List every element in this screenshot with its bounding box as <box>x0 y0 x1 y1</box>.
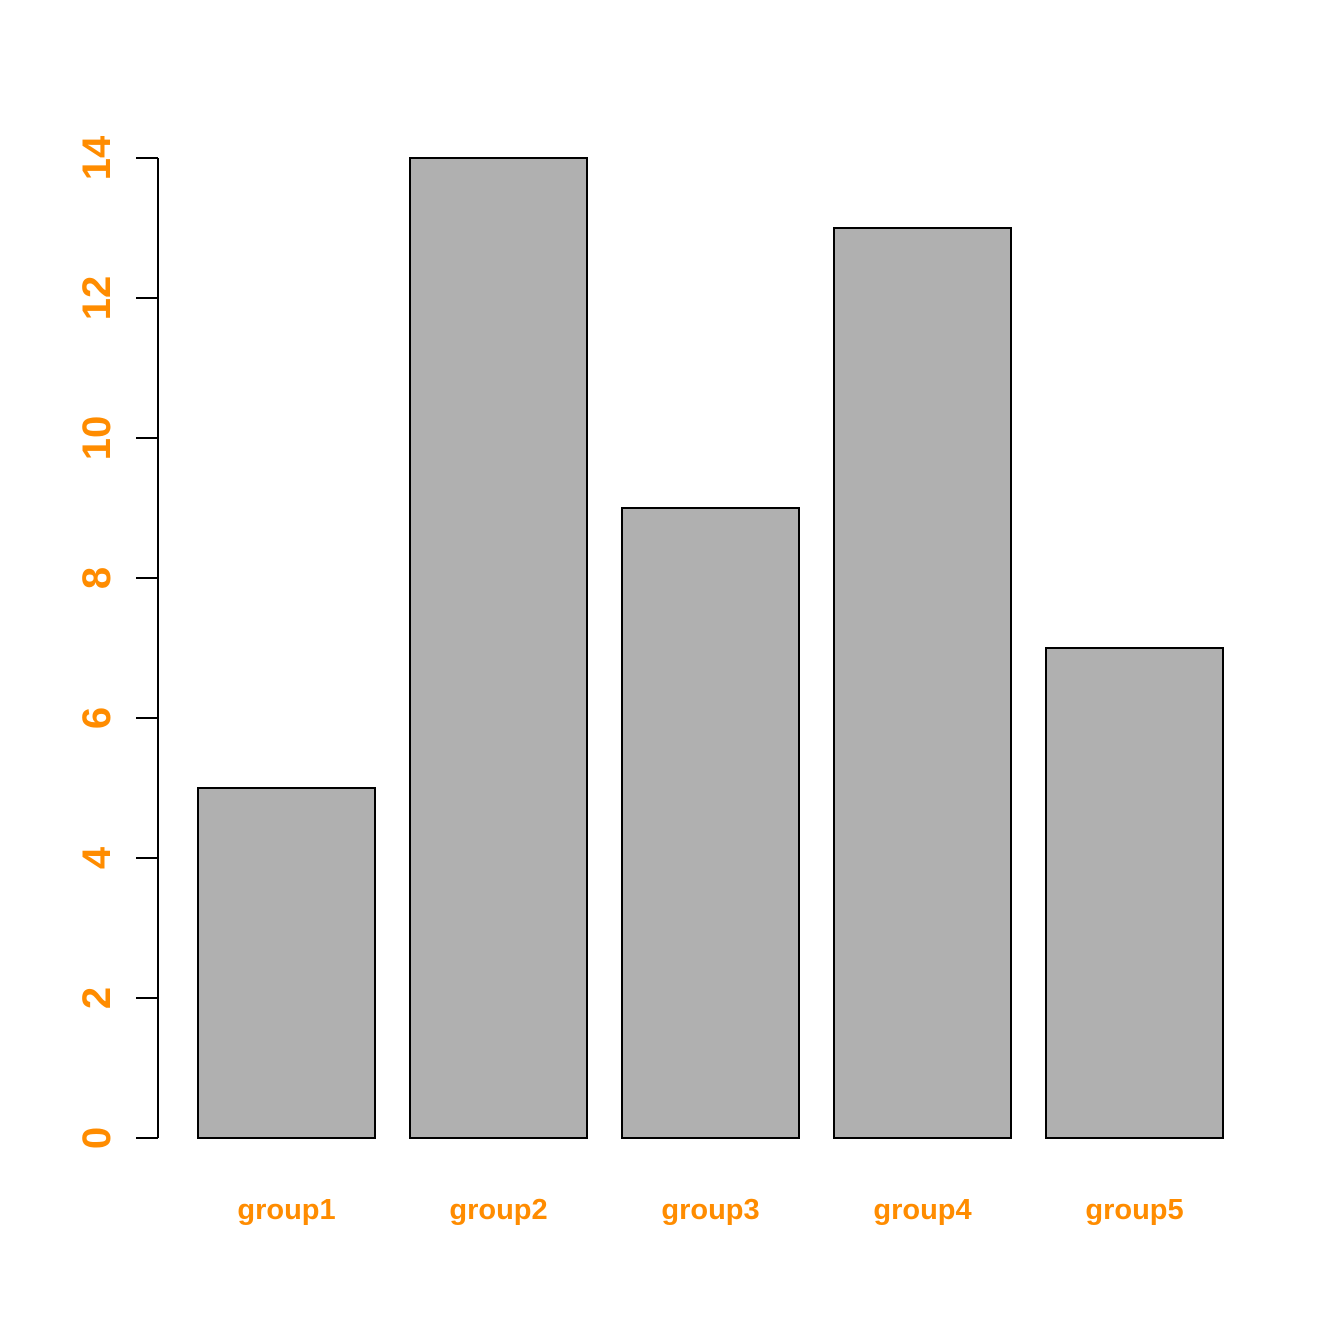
x-tick-label-group1: group1 <box>237 1194 335 1226</box>
y-tick-layer: 0 2 4 6 8 10 12 14 <box>75 135 158 1149</box>
y-tick-label: 10 <box>75 416 119 461</box>
x-tick-label-group2: group2 <box>449 1194 547 1226</box>
y-tick-label: 14 <box>75 135 119 180</box>
y-tick-label: 6 <box>75 707 119 729</box>
y-tick-label: 8 <box>75 567 119 589</box>
x-tick-label-group5: group5 <box>1085 1194 1183 1226</box>
x-tick-label-group4: group4 <box>873 1194 971 1226</box>
bar-group1 <box>197 787 376 1139</box>
y-tick-label: 2 <box>75 987 119 1009</box>
bar-group3 <box>621 507 800 1139</box>
bar-group4 <box>833 227 1012 1139</box>
x-tick-layer: group1 group2 group3 group4 group5 <box>237 1194 1183 1226</box>
bar-group5 <box>1045 647 1224 1139</box>
x-tick-label-group3: group3 <box>661 1194 759 1226</box>
bars-layer <box>197 157 1224 1139</box>
bar-group2 <box>409 157 588 1139</box>
y-tick-label: 4 <box>75 846 119 869</box>
y-tick-label: 12 <box>75 276 119 321</box>
y-tick-label: 0 <box>75 1127 119 1149</box>
